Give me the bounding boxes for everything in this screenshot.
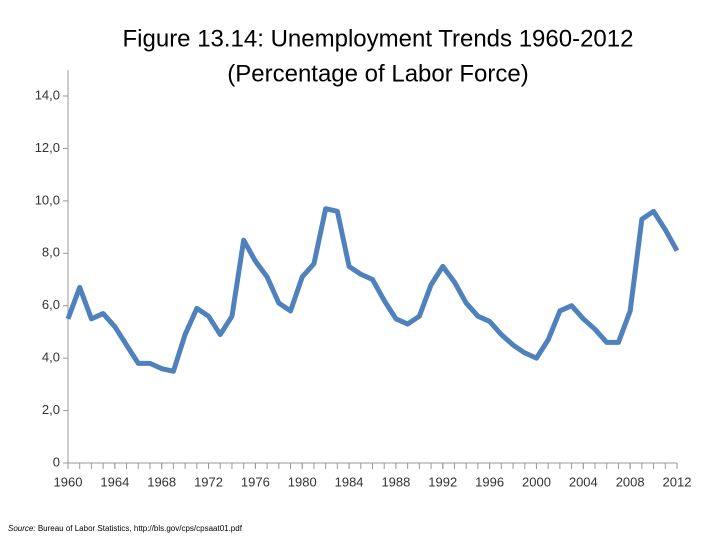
x-tick-label: 2008	[616, 474, 645, 489]
x-tick-label: 1960	[54, 474, 83, 489]
x-tick-label: 1964	[100, 474, 129, 489]
x-tick-label: 1992	[428, 474, 457, 489]
x-tick-label: 2000	[522, 474, 551, 489]
x-tick-label: 1972	[194, 474, 223, 489]
y-tick-label: 12,0	[35, 140, 60, 155]
source-text: Bureau of Labor Statistics, http://bls.g…	[38, 524, 243, 533]
y-tick-label: 14,0	[35, 87, 60, 102]
y-tick-label: 2,0	[42, 402, 60, 417]
y-tick-label: 6,0	[42, 297, 60, 312]
x-tick-label: 1984	[335, 474, 364, 489]
x-tick-label: 1968	[147, 474, 176, 489]
x-tick-label: 1996	[475, 474, 504, 489]
y-tick-label: 10,0	[35, 192, 60, 207]
y-tick-label: 8,0	[42, 245, 60, 260]
x-tick-label: 1976	[241, 474, 270, 489]
chart-title: Figure 13.14: Unemployment Trends 1960-2…	[123, 25, 634, 52]
x-tick-label: 2012	[663, 474, 692, 489]
chart-subtitle: (Percentage of Labor Force)	[227, 60, 529, 87]
y-tick-label: 0	[53, 454, 60, 469]
data-line	[65, 206, 680, 374]
source: Source: Bureau of Labor Statistics, http…	[8, 524, 243, 533]
x-tick-label: 1988	[381, 474, 410, 489]
x-tick-label: 2004	[569, 474, 598, 489]
source-label: Source:	[8, 524, 36, 533]
y-tick-label: 4,0	[42, 350, 60, 365]
x-tick-label: 1980	[288, 474, 317, 489]
